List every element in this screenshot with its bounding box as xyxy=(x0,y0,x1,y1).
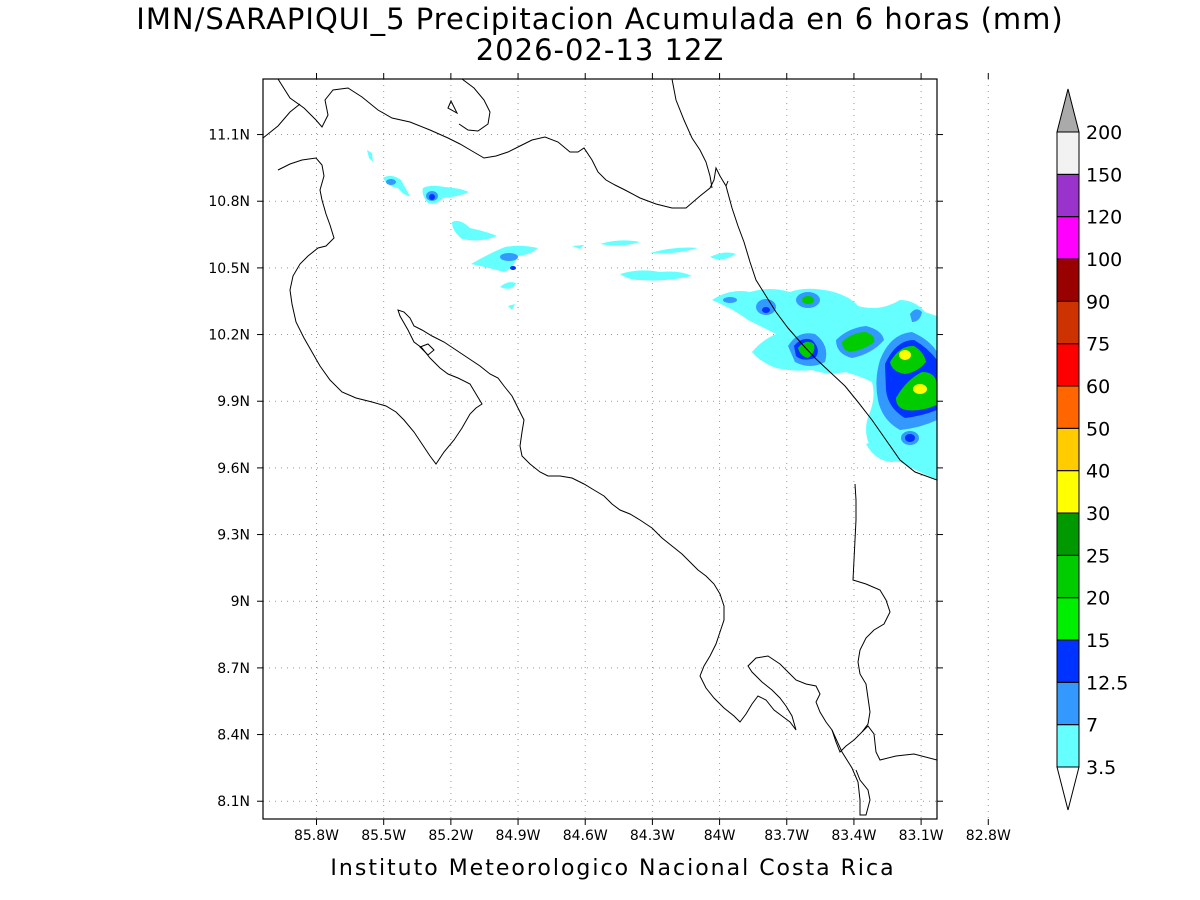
colorbar-box xyxy=(1056,427,1080,472)
lon-tick-label: 83.1W xyxy=(899,828,944,844)
lon-tick-label: 85.2W xyxy=(428,828,473,844)
colorbar-label: 30 xyxy=(1086,503,1110,525)
coastline-borders xyxy=(263,79,937,816)
map-title: IMN/SARAPIQUI_5 Precipitacion Acumulada … xyxy=(136,2,1064,36)
colorbar-label: 100 xyxy=(1086,249,1122,271)
lat-tick-label: 11.1N xyxy=(208,128,250,144)
precip-area-northwest xyxy=(367,150,538,310)
colorbar-box xyxy=(1056,385,1080,429)
colorbar-label: 15 xyxy=(1086,630,1110,652)
lon-tick-label: 84.9W xyxy=(495,828,540,844)
lon-tick-label: 84.3W xyxy=(630,828,675,844)
lon-tick-label: 83.4W xyxy=(831,828,876,844)
colorbar-label: 40 xyxy=(1086,461,1110,483)
precip-area-caribbean xyxy=(712,288,937,480)
institution-footer: Instituto Meteorologico Nacional Costa R… xyxy=(330,856,896,881)
lon-tick-label: 84.6W xyxy=(563,828,608,844)
lat-tick-label: 8.1N xyxy=(217,794,250,810)
lat-tick-label: 9.6N xyxy=(217,461,250,477)
lat-tick-label: 8.7N xyxy=(217,661,250,677)
colorbar-box xyxy=(1056,470,1080,514)
lon-tick-label: 82.8W xyxy=(966,828,1011,844)
lat-tick-label: 9.3N xyxy=(217,528,250,544)
lon-tick-label: 85.5W xyxy=(361,828,406,844)
colorbar-box xyxy=(1056,639,1080,683)
colorbar-box xyxy=(1056,173,1080,218)
colorbar-box xyxy=(1056,216,1080,260)
lat-tick-label: 10.5N xyxy=(208,261,250,277)
colorbar-box xyxy=(1056,300,1080,345)
lat-tick-label: 8.4N xyxy=(217,728,250,744)
precip-area-central xyxy=(572,240,736,281)
lat-tick-label: 9.9N xyxy=(217,394,250,410)
lat-tick-label: 10.2N xyxy=(208,328,250,344)
colorbar-box xyxy=(1056,724,1080,768)
map-valid-time: 2026-02-13 12Z xyxy=(475,33,725,67)
colorbar-label: 75 xyxy=(1086,334,1110,356)
colorbar-label: 7 xyxy=(1086,715,1098,737)
lon-tick-label: 83.7W xyxy=(764,828,809,844)
colorbar-label: 20 xyxy=(1086,588,1110,610)
longitude-axis: 85.8W 85.5W 85.2W 84.9W 84.6W 84.3W 84W … xyxy=(294,828,1011,844)
lat-tick-label: 10.8N xyxy=(208,194,250,210)
colorbar-box xyxy=(1056,597,1080,641)
colorbar-box xyxy=(1056,131,1080,175)
colorbar-labels: 3.5 7 12.5 15 20 25 30 40 50 60 75 90 10… xyxy=(1086,122,1128,779)
colorbar-box xyxy=(1056,258,1080,302)
colorbar-label: 90 xyxy=(1086,291,1110,313)
colorbar-label: 200 xyxy=(1086,122,1122,144)
lat-tick-label: 9N xyxy=(231,594,250,610)
colorbar-label: 25 xyxy=(1086,545,1110,567)
colorbar-label: 60 xyxy=(1086,376,1110,398)
colorbar-label: 150 xyxy=(1086,164,1122,186)
axis-tick-marks xyxy=(257,73,989,825)
colorbar-label: 3.5 xyxy=(1086,757,1116,779)
map-grid xyxy=(263,79,989,819)
colorbar-box xyxy=(1056,681,1080,726)
lon-tick-label: 84W xyxy=(704,828,736,844)
colorbar-boxes xyxy=(1056,131,1080,768)
colorbar-label: 50 xyxy=(1086,418,1110,440)
lon-tick-label: 85.8W xyxy=(294,828,339,844)
map-frame xyxy=(262,78,938,820)
colorbar-box xyxy=(1056,554,1080,599)
colorbar-box xyxy=(1056,343,1080,387)
colorbar: 3.5 7 12.5 15 20 25 30 40 50 60 75 90 10… xyxy=(1056,88,1128,811)
latitude-axis: 11.1N 10.8N 10.5N 10.2N 9.9N 9.6N 9.3N 9… xyxy=(208,128,250,811)
colorbar-label: 120 xyxy=(1086,207,1122,229)
colorbar-top-arrow xyxy=(1056,88,1080,133)
colorbar-bottom-arrow xyxy=(1056,766,1080,811)
colorbar-box xyxy=(1056,512,1080,556)
colorbar-label: 12.5 xyxy=(1086,672,1128,694)
